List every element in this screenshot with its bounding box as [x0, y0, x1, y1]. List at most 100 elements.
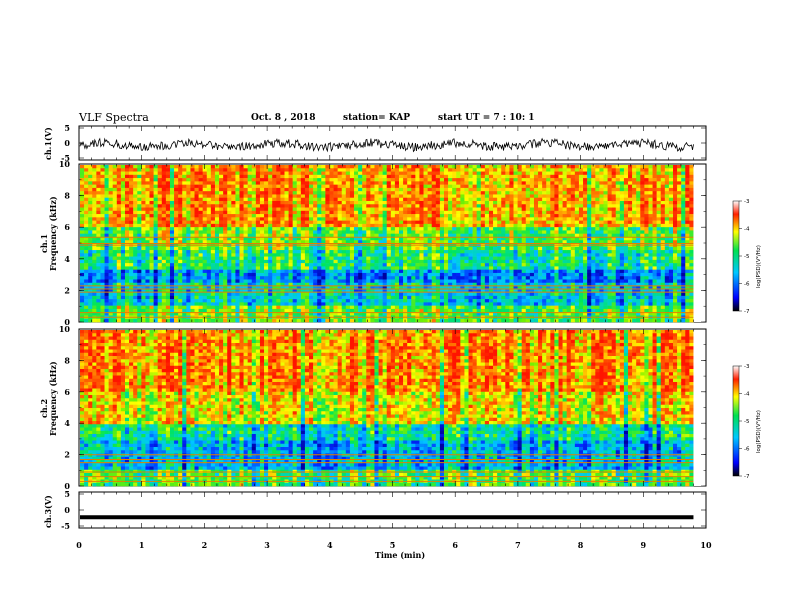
spectrogram-cell [133, 217, 138, 221]
spectrogram-cell [255, 250, 261, 254]
spectrogram-cell [484, 194, 490, 199]
spectrogram-cell [153, 191, 159, 195]
spectrogram-cell [370, 174, 375, 179]
spectrogram-cell [419, 250, 424, 254]
spectrogram-cell [137, 246, 142, 251]
spectrogram-cell [415, 269, 420, 274]
spectrogram-cell [198, 165, 203, 169]
spectrogram-cell [223, 184, 228, 189]
spectrogram-cell [153, 165, 159, 169]
spectrogram-cell [80, 282, 85, 287]
spectrogram-cell [108, 184, 114, 189]
spectrogram-cell [349, 282, 355, 287]
spectrogram-cell [354, 178, 359, 182]
spectrogram-cell [415, 197, 420, 202]
spectrogram-cell [223, 168, 228, 172]
spectrogram-cell [161, 178, 167, 182]
spectrogram-cell [386, 272, 392, 277]
spectrogram-cell [321, 168, 326, 172]
spectrogram-cell [231, 246, 236, 251]
spectrogram-cell [272, 259, 277, 264]
spectrogram-cell [423, 233, 428, 238]
spectrogram-cell [497, 259, 502, 264]
spectrogram-cell [309, 266, 314, 270]
spectrogram-cell [276, 168, 281, 172]
spectrogram-cell [378, 227, 383, 231]
spectrogram-cell [129, 246, 134, 251]
spectrogram-cell [210, 272, 216, 277]
spectrogram-cell [190, 191, 195, 195]
spectrogram-cell [141, 223, 146, 228]
spectrogram-cell [493, 302, 498, 306]
spectrogram-cell [288, 266, 293, 270]
spectrogram-cell [141, 272, 146, 277]
spectrogram-cell [296, 223, 302, 228]
spectrogram-cell [100, 171, 105, 176]
spectrogram-cell [321, 217, 326, 221]
spectrogram-cell [104, 165, 109, 169]
spectrogram-cell [145, 305, 150, 310]
spectrogram-cell [390, 269, 396, 274]
spectrogram-cell [439, 200, 445, 205]
spectrogram-cell [394, 299, 400, 303]
spectrogram-cell [403, 250, 408, 254]
spectrogram-cell [501, 165, 506, 169]
spectrogram-cell [88, 240, 93, 244]
spectrogram-cell [488, 276, 494, 280]
spectrogram-cell [443, 165, 449, 169]
spectrogram-cell [88, 168, 93, 172]
spectrogram-cell [80, 308, 85, 313]
spectrogram-cell [280, 266, 285, 270]
spectrogram-cell [300, 282, 306, 287]
spectrogram-cell [358, 223, 363, 228]
spectrogram-cell [251, 253, 257, 257]
spectrogram-cell [390, 220, 396, 225]
spectrogram-cell [292, 230, 298, 234]
spectrogram-cell [268, 184, 273, 189]
spectrogram-cell [161, 217, 167, 221]
spectrogram-cell [419, 276, 424, 280]
spectrogram-cell [435, 230, 441, 234]
spectrogram-cell [435, 214, 441, 218]
spectrogram-cell [84, 302, 89, 306]
spectrogram-cell [374, 289, 379, 293]
spectrogram-cell [124, 214, 130, 218]
spectrogram-cell [169, 207, 175, 212]
spectrogram-cell [157, 263, 163, 267]
spectrogram-cell [354, 276, 359, 280]
spectrogram-cell [476, 299, 482, 303]
spectrogram-cell [272, 253, 277, 257]
spectrogram-cell [349, 220, 355, 225]
spectrogram-cell [419, 299, 424, 303]
spectrogram-cell [419, 312, 424, 316]
spectrogram-cell [386, 295, 392, 300]
spectrogram-cell [443, 269, 449, 274]
spectrogram-cell [206, 168, 212, 172]
spectrogram-cell [439, 220, 445, 225]
spectrogram-cell [141, 240, 146, 244]
spectrogram-cell [214, 165, 220, 169]
spectrogram-cell [304, 191, 310, 195]
spectrogram-cell [288, 292, 293, 297]
spectrogram-cell [112, 214, 118, 218]
spectrogram-cell [129, 299, 134, 303]
spectrogram-cell [239, 286, 244, 290]
spectrogram-cell [468, 174, 473, 179]
spectrogram-cell [169, 171, 175, 176]
spectrogram-cell [358, 279, 363, 284]
spectrogram-cell [423, 220, 428, 225]
spectrogram-cell [214, 276, 220, 280]
spectrogram-cell [157, 253, 163, 257]
spectrogram-cell [153, 168, 159, 172]
spectrogram-cell [108, 187, 114, 192]
spectrogram-cell [362, 240, 367, 244]
spectrogram-cell [239, 253, 244, 257]
spectrogram-cell [300, 207, 306, 212]
spectrogram-cell [112, 240, 118, 244]
spectrogram-cell [399, 204, 404, 208]
spectrogram-cell [419, 295, 424, 300]
spectrogram-cell [292, 214, 298, 218]
spectrogram-cell [464, 279, 469, 284]
spectrogram-cell [108, 289, 114, 293]
spectrogram-cell [337, 299, 343, 303]
